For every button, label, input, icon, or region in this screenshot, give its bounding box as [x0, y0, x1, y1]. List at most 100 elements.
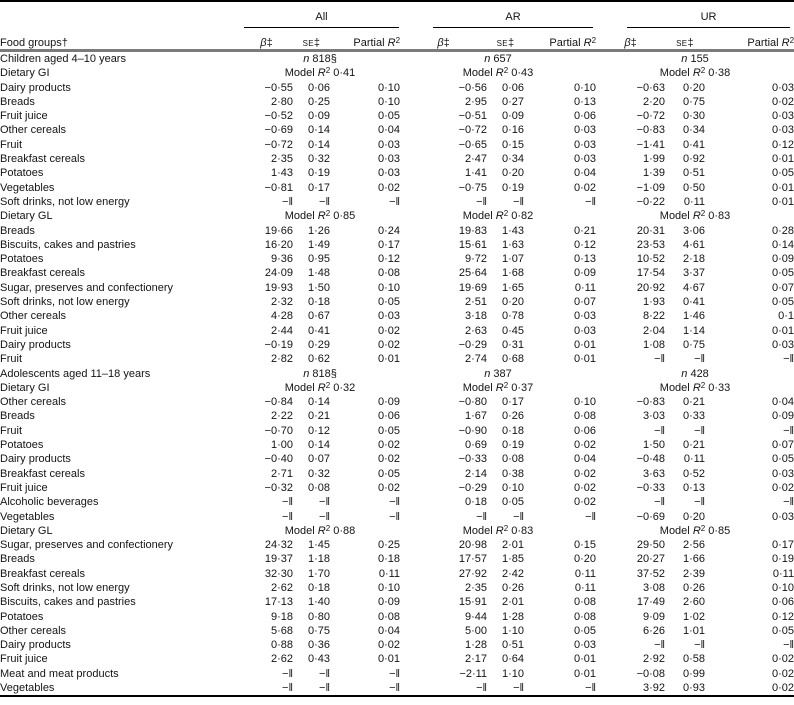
beta-cell-all: −0·55 — [264, 81, 293, 94]
partial-r2-cell-ar: 0·03 — [574, 639, 597, 652]
se-cell-all: 1·70 — [307, 567, 330, 580]
partial-r2-cell-all: 0·02 — [378, 481, 401, 494]
partial-r2-cell-ar: 0·05 — [574, 624, 597, 637]
beta-cell-all: −0·52 — [264, 110, 293, 123]
se-cell-all: 0·36 — [307, 639, 330, 652]
food-group-label: Soft drinks, not low energy — [0, 195, 130, 208]
food-group-label: Sugar, preserves and confectionery — [0, 281, 174, 294]
se-cell-ur: 2·60 — [683, 596, 706, 609]
se-cell-all: 0·14 — [307, 124, 330, 137]
partial-r2-cell-all: 0·10 — [378, 95, 401, 108]
se-cell-all: 0·14 — [307, 396, 330, 409]
se-cell-ur: 0·93 — [683, 682, 706, 695]
partial-r2-cell-ar: 0·06 — [574, 424, 597, 437]
se-cell-all: 0·17 — [307, 181, 330, 194]
se-cell-ar: 0·20 — [502, 296, 525, 309]
beta-cell-all: 2·35 — [270, 153, 293, 166]
se-cell-ar: 1·07 — [502, 253, 525, 266]
se-cell-ur: 3·37 — [683, 267, 706, 280]
partial-r2-cell-ur: 0·05 — [772, 624, 794, 637]
se-cell-ur: −‖ — [694, 424, 706, 437]
beta-cell-ar: 2·51 — [465, 296, 488, 309]
partial-r2-cell-ar: 0·08 — [574, 596, 597, 609]
se-cell-ur: 0·58 — [683, 653, 706, 666]
beta-cell-ar: 1·28 — [465, 639, 488, 652]
table-row: Fruit −0·70 0·12 0·05 −0·90 0·18 0·06 −‖ −‖ −‖ — [0, 424, 794, 438]
se-cell-all: −‖ — [319, 195, 330, 208]
se-cell-ar: 0·51 — [502, 639, 525, 652]
partial-r2-cell-ar: 0·01 — [574, 653, 597, 666]
beta-cell-ur: −‖ — [654, 639, 666, 652]
beta-cell-ar: −0·80 — [458, 396, 488, 409]
se-cell-ar: 0·20 — [502, 167, 525, 180]
se-cell-ur: 0·75 — [683, 338, 706, 351]
beta-cell-all: 19·37 — [264, 553, 293, 566]
partial-r2-cell-ar: 0·11 — [574, 567, 597, 580]
beta-cell-ar: 15·91 — [458, 596, 488, 609]
beta-cell-all: −0·40 — [264, 453, 293, 466]
beta-cell-ar: 0·18 — [465, 496, 488, 509]
se-cell-ur: 0·92 — [683, 153, 706, 166]
food-group-label: Potatoes — [0, 439, 44, 452]
beta-cell-all: −0·70 — [264, 424, 293, 437]
beta-cell-ar: 2·14 — [465, 467, 488, 480]
beta-cell-all: 2·32 — [270, 296, 293, 309]
food-group-label: Dairy products — [0, 81, 71, 94]
table-row: Potatoes 9·36 0·95 0·12 9·72 1·07 0·13 10·52 2·1… — [0, 252, 794, 266]
table-row: Fruit 2·82 0·62 0·01 2·74 0·68 0·01 −‖ −‖ −‖ — [0, 352, 794, 366]
se-cell-ar: 1·85 — [502, 553, 525, 566]
table-row: Dairy products −0·19 0·29 0·02 −0·29 0·31 0·01… — [0, 338, 794, 352]
beta-cell-all: 2·22 — [270, 410, 293, 423]
section-title: Children aged 4–10 years — [0, 53, 126, 65]
beta-cell-ar: 2·35 — [465, 581, 488, 594]
food-group-label: Other cereals — [0, 124, 67, 137]
sample-size-ar: n 657 — [484, 53, 512, 65]
se-cell-all: 0·32 — [307, 467, 330, 480]
beta-cell-ur: −0·33 — [636, 481, 666, 494]
model-r2-ar: Model R2 0·43 — [462, 66, 534, 80]
group-label-ur: UR — [700, 11, 717, 23]
beta-cell-ur: 20·31 — [636, 224, 666, 237]
beta-cell-ar: −0·51 — [458, 110, 488, 123]
partial-r2-cell-ur: 0·02 — [772, 481, 794, 494]
table-row: Fruit juice −0·52 0·09 0·05 −0·51 0·09 0·06 −0·… — [0, 109, 794, 123]
se-cell-ar: 0·19 — [502, 181, 525, 194]
partial-r2-cell-ur: 0·17 — [772, 539, 794, 552]
table-row: Sugar, preserves and confectionery 19·93 1… — [0, 281, 794, 295]
se-cell-all: 1·45 — [307, 539, 330, 552]
se-cell-all: 0·32 — [307, 153, 330, 166]
beta-cell-ur: −0·72 — [636, 110, 666, 123]
beta-cell-ar: 2·63 — [465, 324, 488, 337]
table-row: Other cereals −0·84 0·14 0·09 −0·80 0·17 0·10 −… — [0, 395, 794, 409]
se-cell-ur: 0·20 — [683, 81, 706, 94]
se-cell-all: 0·62 — [307, 353, 330, 366]
partial-r2-cell-all: 0·10 — [378, 581, 401, 594]
subsection-title: Dietary GI — [0, 381, 50, 394]
beta-cell-ur: 20·27 — [636, 553, 666, 566]
partial-r2-cell-all: 0·02 — [378, 181, 401, 194]
food-group-label: Fruit juice — [0, 110, 48, 123]
se-cell-all: 0·09 — [307, 110, 330, 123]
partial-r2-cell-ar: −‖ — [585, 510, 597, 523]
food-group-label: Alcoholic beverages — [0, 496, 99, 509]
se-cell-ur: 0·33 — [683, 410, 706, 423]
beta-cell-all: 9·36 — [270, 253, 293, 266]
partial-r2-cell-ur: 0·09 — [772, 253, 794, 266]
table-row: Vegetables −‖ −‖ −‖ −‖ −‖ −‖ −0·69 0·20 0·03 — [0, 510, 794, 524]
se-cell-ar: 2·42 — [502, 567, 525, 580]
se-cell-ur: 1·46 — [683, 310, 706, 323]
beta-cell-ar: 2·74 — [465, 353, 488, 366]
beta-cell-all: 2·80 — [270, 95, 293, 108]
partial-r2-cell-ar: 0·03 — [574, 138, 597, 151]
table-row: Soft drinks, not low energy −‖ −‖ −‖ −‖ −‖ −‖ −… — [0, 195, 794, 209]
se-cell-ur: 0·34 — [683, 124, 706, 137]
section-title: Adolescents aged 11–18 years — [0, 367, 151, 380]
partial-r2-cell-ur: 0·02 — [772, 653, 794, 666]
beta-cell-ar: −0·29 — [458, 481, 488, 494]
se-cell-ar: 0·10 — [502, 481, 525, 494]
se-cell-ar: 0·17 — [502, 396, 525, 409]
beta-cell-all: −0·69 — [264, 124, 293, 137]
partial-r2-cell-all: 0·02 — [378, 324, 401, 337]
table-row: Dairy products −0·40 0·07 0·02 −0·33 0·08 0·04… — [0, 452, 794, 466]
se-cell-ur: 0·20 — [683, 510, 706, 523]
